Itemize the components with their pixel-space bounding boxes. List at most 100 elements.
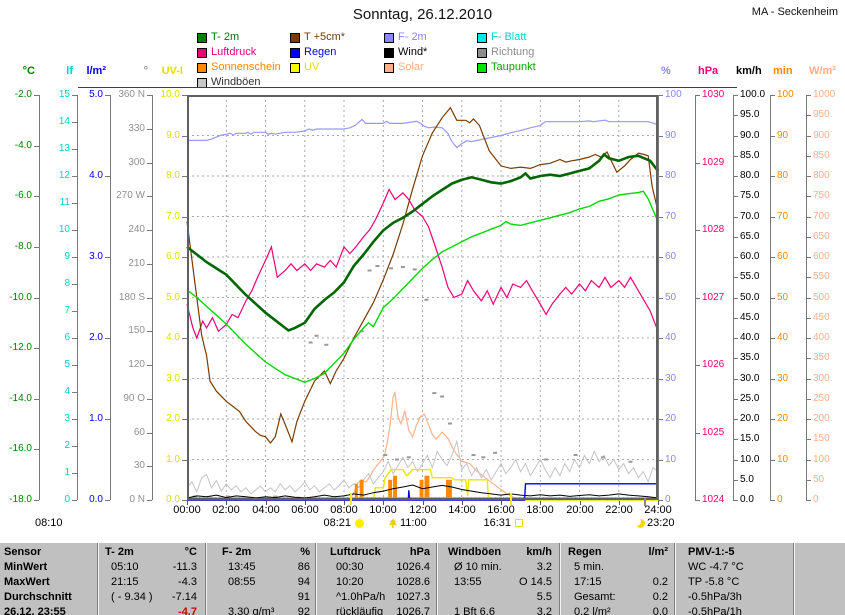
axis-tick bbox=[147, 433, 152, 434]
axis-tick-label: -4.0 bbox=[14, 140, 32, 151]
time-tick bbox=[462, 501, 463, 505]
axis-tick bbox=[806, 237, 811, 238]
axis-line bbox=[658, 95, 659, 500]
table-column-separator bbox=[315, 543, 316, 615]
legend-label: Sonnenschein bbox=[211, 61, 281, 73]
legend-label: Richtung bbox=[491, 46, 535, 58]
axis-tick bbox=[72, 419, 77, 420]
table-value: -4.7 bbox=[178, 606, 197, 615]
table-header-unit: hPa bbox=[409, 546, 430, 558]
axis-unit-lm2: l/m² bbox=[86, 65, 106, 77]
axis-tick bbox=[72, 338, 77, 339]
axis-unit-kmh: km/h bbox=[736, 65, 762, 77]
axis-tick bbox=[34, 500, 39, 501]
table-value: 1027.3 bbox=[396, 591, 430, 603]
plot-area bbox=[185, 93, 660, 502]
axis-tick-label: 0.0 bbox=[89, 494, 103, 505]
series-sonnenschein-bar bbox=[393, 475, 397, 500]
axis-tick-label: 300 bbox=[813, 373, 830, 384]
table-value: 1026.4 bbox=[396, 561, 430, 573]
table-value: 91 bbox=[297, 591, 310, 603]
table-row-label: Sensor bbox=[4, 546, 42, 558]
axis-tick bbox=[806, 115, 811, 116]
axis-tick-label: 90 bbox=[665, 130, 677, 141]
axis-line bbox=[77, 95, 78, 500]
axis-tick-label: 2.0 bbox=[89, 332, 103, 343]
series-sonnenschein-bar bbox=[446, 479, 452, 501]
axis-tick bbox=[147, 264, 152, 265]
series-richtung-mark bbox=[375, 265, 380, 267]
axis-tick bbox=[733, 500, 738, 501]
series-taupunkt bbox=[186, 190, 659, 384]
table-row-label: 26.12. 23:55 bbox=[4, 606, 66, 615]
time-tick bbox=[344, 501, 345, 505]
axis-tick-label: 100.0 bbox=[740, 89, 766, 100]
axis-tick bbox=[105, 176, 110, 177]
time-tick-label: 22:00 bbox=[605, 504, 633, 516]
axis-tick bbox=[72, 473, 77, 474]
table-value: 3.2 bbox=[536, 561, 552, 573]
axis-tick-label: 0 bbox=[64, 494, 70, 505]
axis-tick bbox=[72, 284, 77, 285]
time-tick-label: 24:00 bbox=[644, 504, 672, 516]
table-value-time: 05:10 bbox=[111, 561, 139, 573]
table-column-separator-highlight bbox=[316, 543, 317, 615]
series-t5cm bbox=[186, 106, 659, 444]
axis-tick bbox=[658, 217, 663, 218]
axis-unit-hpa: hPa bbox=[698, 65, 719, 77]
axis-tick bbox=[733, 136, 738, 137]
axis-tick bbox=[770, 419, 775, 420]
time-tick bbox=[423, 501, 424, 505]
axis-tick bbox=[182, 136, 187, 137]
axis-tick bbox=[733, 338, 738, 339]
axis-tick bbox=[182, 500, 187, 501]
axis-tick-label: 50 bbox=[665, 292, 677, 303]
table-value: 0.2 bbox=[652, 591, 668, 603]
axis-tick bbox=[806, 399, 811, 400]
axis-tick-label: 70 bbox=[665, 211, 677, 222]
axis-tick bbox=[733, 176, 738, 177]
table-row-label: MinWert bbox=[4, 561, 48, 573]
axis-tick-label: 5.0 bbox=[166, 292, 180, 303]
table-header-unit: °C bbox=[184, 546, 197, 558]
time-tick-label: 04:00 bbox=[252, 504, 280, 516]
axis-tick-label: 5.0 bbox=[740, 474, 754, 485]
axis-tick bbox=[770, 136, 775, 137]
table-value-time: 08:55 bbox=[228, 576, 256, 588]
axis-tick-label: 950 bbox=[813, 109, 830, 120]
axis-tick-label: 1029 bbox=[702, 157, 725, 168]
table-column-separator bbox=[436, 543, 437, 615]
axis-tick bbox=[658, 176, 663, 177]
axis-tick bbox=[72, 446, 77, 447]
table-value-time: 1 Bft 6.6 bbox=[454, 606, 495, 615]
legend-swatch bbox=[477, 48, 487, 58]
table-value-time: Ø 10 min. bbox=[454, 561, 502, 573]
table-column-separator bbox=[97, 543, 98, 615]
axis-tick-label: 65.0 bbox=[740, 231, 760, 242]
time-tick bbox=[540, 501, 541, 505]
axis-tick-label: 0.0 bbox=[166, 494, 180, 505]
table-value: 0.0 bbox=[652, 606, 668, 615]
axis-tick-label: 90.0 bbox=[740, 130, 760, 141]
time-tick-label: 06:00 bbox=[291, 504, 319, 516]
axis-tick-label: 40.0 bbox=[740, 332, 760, 343]
axis-tick bbox=[658, 500, 663, 501]
table-value-time: 0.2 l/m² bbox=[574, 606, 611, 615]
axis-line bbox=[733, 95, 734, 500]
table-value-time: 13:45 bbox=[228, 561, 256, 573]
axis-tick bbox=[182, 298, 187, 299]
sunset-axis-marker bbox=[510, 493, 512, 505]
series-richtung-mark bbox=[544, 458, 549, 461]
legend-item-richtung: Richtung bbox=[477, 46, 565, 59]
axis-tick bbox=[733, 217, 738, 218]
table-value-time: Gesamt: bbox=[574, 591, 616, 603]
legend-item-wind-: Wind* bbox=[384, 47, 472, 59]
legend-swatch bbox=[197, 63, 207, 73]
axis-tick-label: 400 bbox=[813, 332, 830, 343]
series-richtung-mark bbox=[481, 456, 486, 459]
series-richtung-mark bbox=[273, 495, 278, 498]
legend-swatch bbox=[384, 63, 394, 73]
legend-item-regen: Regen bbox=[290, 47, 378, 59]
axis-tick bbox=[770, 500, 775, 501]
axis-tick-label: 120 bbox=[128, 359, 145, 370]
